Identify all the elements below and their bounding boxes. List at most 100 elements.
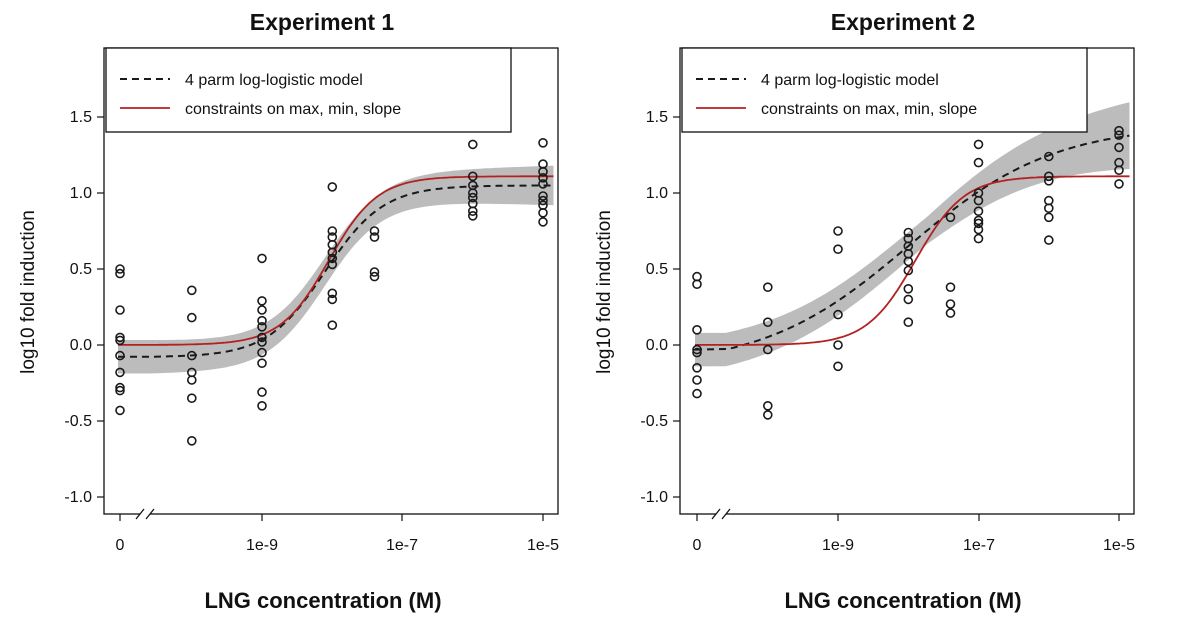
data-point: [115, 382, 125, 393]
data-point: [327, 182, 338, 192]
data-point: [257, 332, 267, 343]
axis-break-mark: [721, 508, 731, 520]
data-point: [692, 362, 702, 373]
data-point: [257, 305, 267, 315]
data-point: [187, 375, 197, 385]
data-point: [257, 387, 267, 397]
data-point: [467, 188, 478, 198]
data-point: [538, 195, 548, 206]
data-point: [973, 157, 984, 168]
data-point: [115, 268, 125, 279]
x-axis-label: LNG concentration (M): [204, 588, 441, 613]
legend-label-model: 4 parm log-logistic model: [761, 72, 939, 89]
data-point: [1044, 203, 1054, 213]
data-point: [115, 332, 125, 343]
x-tick-label: 0: [116, 537, 125, 554]
data-point: [903, 256, 914, 267]
x-tick-label: 1e-7: [963, 537, 995, 554]
data-point: [692, 388, 702, 399]
data-point: [115, 367, 125, 378]
axis-break-mark: [711, 508, 721, 520]
constrained-curve-red: [118, 175, 554, 346]
legend: 4 parm log-logistic model constraints on…: [105, 47, 512, 133]
y-axis-label: log10 fold induction: [18, 210, 39, 374]
data-point: [538, 179, 548, 189]
data-point: [257, 321, 267, 332]
data-point: [903, 227, 914, 238]
axis-break-gap: [140, 511, 150, 517]
data-point: [327, 247, 338, 258]
x-tick-label: 1e-9: [822, 537, 854, 554]
data-point: [692, 279, 702, 290]
data-point: [467, 139, 478, 150]
data-point: [467, 192, 478, 203]
data-point: [762, 410, 773, 420]
data-point: [973, 206, 984, 216]
y-tick-label: 0.0: [646, 337, 668, 354]
data-point: [945, 212, 956, 223]
data-point: [973, 224, 984, 235]
data-point: [115, 350, 125, 361]
data-point: [762, 400, 773, 411]
data-point: [973, 218, 984, 229]
data-point: [833, 361, 843, 372]
data-point: [257, 400, 267, 411]
data-point: [467, 171, 478, 182]
axis-break-mark: [135, 508, 145, 520]
constrained-curve-red: [695, 175, 1130, 346]
y-tick-label: -1.0: [640, 489, 668, 506]
data-point: [903, 294, 914, 305]
legend: 4 parm log-logistic model constraints on…: [681, 47, 1088, 133]
data-point: [1114, 130, 1124, 140]
data-point: [945, 308, 956, 318]
data-point: [467, 211, 478, 221]
x-tick-label: 1e-9: [246, 537, 278, 554]
data-point: [369, 226, 380, 236]
confidence-band: [118, 165, 554, 374]
data-point: [538, 138, 548, 148]
curve-layer: [117, 175, 554, 358]
model-curve-dashed: [694, 134, 1130, 351]
data-point: [187, 285, 197, 296]
data-point: [833, 309, 843, 320]
x-tick-label: 1e-5: [527, 537, 559, 554]
y-tick-label: 0.5: [646, 261, 668, 278]
data-point: [973, 139, 984, 150]
data-point: [538, 217, 548, 227]
data-point: [187, 312, 197, 323]
data-point: [1114, 179, 1124, 189]
x-tick-label: 1e-7: [386, 537, 418, 554]
data-point: [257, 347, 267, 358]
panel-title: Experiment 2: [831, 9, 975, 35]
x-tick-label: 0: [693, 537, 702, 554]
data-point: [538, 208, 548, 218]
data-point: [115, 385, 125, 396]
legend-box: [105, 47, 512, 133]
data-point: [115, 335, 125, 346]
data-point: [187, 393, 197, 404]
legend-label-model: 4 parm log-logistic model: [185, 72, 363, 89]
legend-box: [681, 47, 1088, 133]
y-axis-label: log10 fold induction: [594, 210, 615, 374]
data-point: [973, 195, 984, 206]
data-point: [327, 253, 338, 264]
data-point: [762, 282, 773, 293]
data-point: [1114, 142, 1124, 153]
y-tick-label: 0.0: [70, 337, 92, 354]
panel-title: Experiment 1: [250, 9, 395, 35]
data-point: [115, 305, 125, 315]
data-point: [833, 244, 843, 254]
data-point: [692, 375, 702, 385]
data-point: [327, 320, 338, 331]
data-point: [1044, 151, 1054, 162]
data-point: [833, 340, 843, 350]
data-point: [903, 317, 914, 328]
data-point: [257, 315, 267, 326]
y-tick-label: -0.5: [64, 413, 92, 430]
data-point: [257, 337, 267, 347]
data-point: [692, 271, 702, 282]
data-points-layer: [692, 125, 1124, 420]
data-point: [1044, 235, 1054, 245]
data-point: [257, 253, 267, 264]
